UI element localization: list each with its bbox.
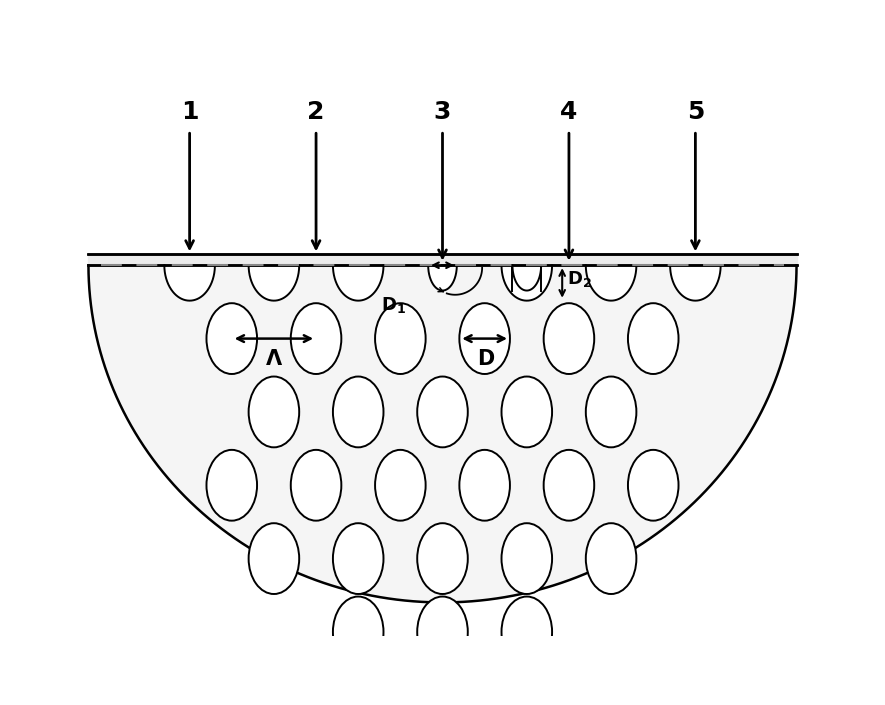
- Ellipse shape: [417, 596, 468, 668]
- Text: $\mathbf{\Lambda}$: $\mathbf{\Lambda}$: [265, 349, 283, 369]
- Ellipse shape: [459, 303, 510, 374]
- Ellipse shape: [291, 303, 342, 374]
- Ellipse shape: [628, 450, 679, 521]
- Ellipse shape: [206, 450, 257, 521]
- Ellipse shape: [417, 523, 468, 594]
- Text: 3: 3: [434, 99, 451, 123]
- Ellipse shape: [291, 450, 342, 521]
- Polygon shape: [88, 265, 796, 603]
- Ellipse shape: [502, 596, 552, 668]
- Ellipse shape: [543, 450, 594, 521]
- Ellipse shape: [586, 523, 636, 594]
- Ellipse shape: [249, 376, 299, 448]
- Text: 4: 4: [560, 99, 578, 123]
- Text: 1: 1: [181, 99, 198, 123]
- Text: 2: 2: [307, 99, 325, 123]
- Ellipse shape: [502, 523, 552, 594]
- Ellipse shape: [459, 450, 510, 521]
- Ellipse shape: [375, 303, 426, 374]
- Polygon shape: [502, 265, 552, 300]
- Text: $\mathbf{D_1}$: $\mathbf{D_1}$: [381, 295, 406, 314]
- Ellipse shape: [628, 303, 679, 374]
- Polygon shape: [249, 265, 299, 300]
- Polygon shape: [428, 265, 457, 290]
- Polygon shape: [165, 265, 215, 300]
- Ellipse shape: [417, 376, 468, 448]
- Ellipse shape: [543, 303, 594, 374]
- Ellipse shape: [333, 596, 383, 668]
- Text: $\mathbf{D}$: $\mathbf{D}$: [477, 349, 496, 369]
- Ellipse shape: [333, 376, 383, 448]
- Ellipse shape: [333, 523, 383, 594]
- Ellipse shape: [502, 376, 552, 448]
- Polygon shape: [586, 265, 636, 300]
- Ellipse shape: [375, 450, 426, 521]
- Ellipse shape: [586, 376, 636, 448]
- Ellipse shape: [249, 523, 299, 594]
- Polygon shape: [333, 265, 383, 300]
- Ellipse shape: [206, 303, 257, 374]
- Polygon shape: [670, 265, 720, 300]
- Text: $\mathbf{D_2}$: $\mathbf{D_2}$: [567, 269, 592, 289]
- Text: 5: 5: [687, 99, 704, 123]
